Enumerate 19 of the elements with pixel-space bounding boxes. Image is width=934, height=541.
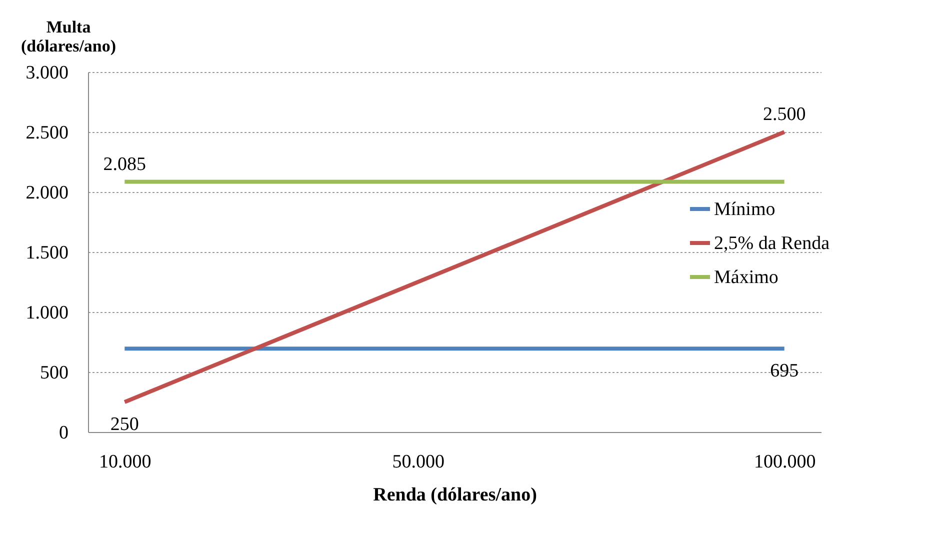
legend-label: Mínimo [714,199,776,220]
x-tick-label: 100.000 [754,452,816,472]
legend-label: Máximo [714,267,778,288]
data-label: 250 [110,414,139,435]
legend-label: 2,5% da Renda [714,233,830,254]
y-tick-label: 3.000 [26,62,68,84]
x-axis-title: Renda (dólares/ano) [373,484,537,506]
data-label: 695 [770,360,799,382]
x-tick-label: 10.000 [99,452,152,472]
y-tick-label: 500 [40,362,68,384]
y-axis-title: Multa (dólares/ano) [20,18,116,56]
y-tick-label: 1.500 [26,242,68,264]
y-tick-label: 1.000 [26,302,68,324]
data-label: 2.500 [762,104,806,125]
x-tick-label: 50.000 [392,452,444,472]
y-tick-label: 2.000 [26,182,68,204]
data-label: 2.085 [103,154,146,175]
y-tick-label: 2.500 [26,122,68,144]
y-tick-label: 0 [59,422,68,444]
